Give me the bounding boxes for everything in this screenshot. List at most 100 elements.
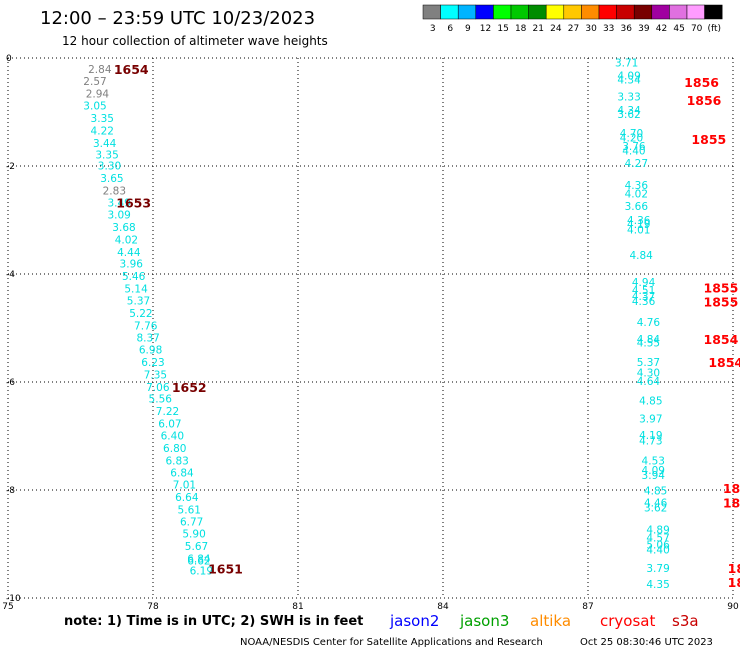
wave-height-label: 4.40	[646, 544, 669, 556]
wave-height-label: 6.07	[158, 419, 181, 431]
legend-swatch	[669, 4, 688, 20]
pass-time-label: 1855	[691, 132, 726, 147]
legend-swatch	[457, 4, 477, 20]
wave-height-label: 4.27	[625, 158, 648, 170]
wave-height-label: 4.01	[627, 225, 650, 237]
wave-height-label: 7.01	[173, 480, 196, 492]
x-tick-label: 87	[582, 602, 593, 612]
wave-height-label: 4.09	[642, 465, 665, 477]
plot-grid	[7, 57, 734, 599]
wave-height-label: 5.46	[122, 271, 146, 283]
legend-label: 24	[550, 24, 562, 34]
wave-height-label: 3.49	[107, 198, 130, 210]
pass-time-label: 1853	[728, 575, 740, 590]
legend-label: 3	[430, 24, 436, 34]
wave-height-label: 6.62	[187, 556, 210, 568]
pass-time-label: 1854	[723, 481, 740, 496]
wave-height-label: 4.55	[637, 338, 660, 350]
wave-height-label: 3.62	[644, 502, 667, 514]
wave-height-label: 5.14	[124, 284, 148, 296]
legend-swatch	[633, 4, 653, 20]
satellite-label: altika	[530, 612, 571, 630]
wave-height-label: 2.57	[83, 76, 106, 88]
wave-height-label: 4.44	[117, 247, 141, 259]
wave-height-label: 6.80	[163, 443, 186, 455]
legend-label: 33	[603, 24, 614, 34]
wave-height-label: 3.62	[617, 109, 640, 121]
x-tick-label: 81	[292, 602, 303, 612]
wave-height-label: 4.37	[632, 291, 655, 303]
wave-height-label: 3.68	[112, 222, 135, 234]
wave-height-label: 4.20	[620, 132, 643, 144]
wave-height-label: 3.30	[98, 160, 121, 172]
legend-label: 36	[621, 24, 633, 34]
legend-swatch	[475, 4, 494, 20]
wave-height-label: 5.22	[129, 308, 152, 320]
wave-height-label: 5.06	[646, 540, 670, 552]
wave-height-label: 4.94	[632, 277, 656, 289]
wave-height-label: 2.94	[86, 89, 110, 101]
wave-height-label: 4.89	[646, 524, 669, 536]
wave-height-label: 5.90	[182, 529, 205, 541]
wave-height-label: 3.65	[100, 173, 123, 185]
satellite-label: jason3	[459, 612, 509, 630]
wave-height-label: 7.76	[134, 320, 158, 332]
wave-height-label: 4.64	[637, 376, 661, 388]
pass-time-label: 1651	[208, 561, 243, 576]
wave-height-label: 7.06	[146, 382, 170, 394]
wave-height-label: 8.37	[136, 333, 159, 345]
legend-swatch	[422, 4, 441, 20]
legend-label: 15	[497, 24, 508, 34]
wave-height-label: 3.71	[615, 57, 638, 69]
wave-height-label: 3.35	[95, 150, 118, 162]
legend-swatch	[528, 4, 547, 20]
wave-height-label: 3.96	[120, 259, 144, 271]
wave-height-label: 6.98	[139, 345, 162, 357]
satellite-label: jason2	[389, 612, 439, 630]
wave-height-label: 4.76	[637, 317, 661, 329]
wave-height-label: 4.36	[625, 180, 649, 192]
wave-height-label: 7.35	[144, 369, 167, 381]
y-tick-label: -4	[6, 270, 15, 280]
wave-height-label: 6.23	[141, 357, 164, 369]
legend-swatch	[563, 4, 582, 20]
wave-height-label: 3.35	[91, 113, 114, 125]
pass-time-label: 1853	[728, 561, 740, 576]
wave-height-label: 4.02	[115, 234, 138, 246]
wave-height-label: 4.09	[617, 70, 640, 82]
wave-height-label: 6.19	[190, 565, 213, 577]
legend-label: 12	[480, 24, 491, 34]
wave-height-label: 4.85	[639, 395, 662, 407]
pass-time-label: 1854	[704, 332, 739, 347]
legend-swatch	[704, 4, 723, 20]
wave-height-label: 4.22	[91, 125, 114, 137]
wave-height-label: 4.36	[627, 215, 651, 227]
legend-label: 21	[533, 24, 544, 34]
wave-height-label: 7.22	[156, 406, 179, 418]
wave-height-label: 4.19	[627, 219, 650, 231]
wave-height-label: 4.30	[637, 367, 660, 379]
wave-height-label: 3.09	[107, 210, 130, 222]
pass-time-labels: 1654165316521651185618561855185518551854…	[114, 62, 740, 590]
legend-swatch	[545, 4, 565, 20]
wave-height-label: 3.33	[617, 91, 640, 103]
wave-height-label: 3.76	[622, 141, 646, 153]
wave-height-values: 2.842.572.943.053.354.223.443.353.303.65…	[83, 57, 670, 591]
wave-height-label: 2.84	[88, 64, 112, 76]
wave-height-label: 6.84	[170, 468, 194, 480]
legend-label: 70	[691, 24, 703, 34]
legend-label: 42	[656, 24, 667, 34]
wave-height-label: 5.37	[637, 357, 660, 369]
y-tick-label: 0	[6, 54, 12, 64]
wave-height-label: 4.51	[632, 285, 655, 297]
wave-height-label: 6.77	[180, 516, 203, 528]
wave-height-label: 4.53	[642, 455, 665, 467]
legend-label: 27	[568, 24, 579, 34]
pass-time-label: 1855	[704, 295, 739, 310]
legend-swatch	[493, 4, 512, 20]
wave-height-label: 4.46	[644, 497, 668, 509]
legend-swatch	[440, 4, 459, 20]
axis-ticks: 75 78 81 84 87 90 0 -2 -4 -6 -8 -10	[2, 54, 739, 612]
wave-height-label: 4.84	[637, 334, 661, 346]
